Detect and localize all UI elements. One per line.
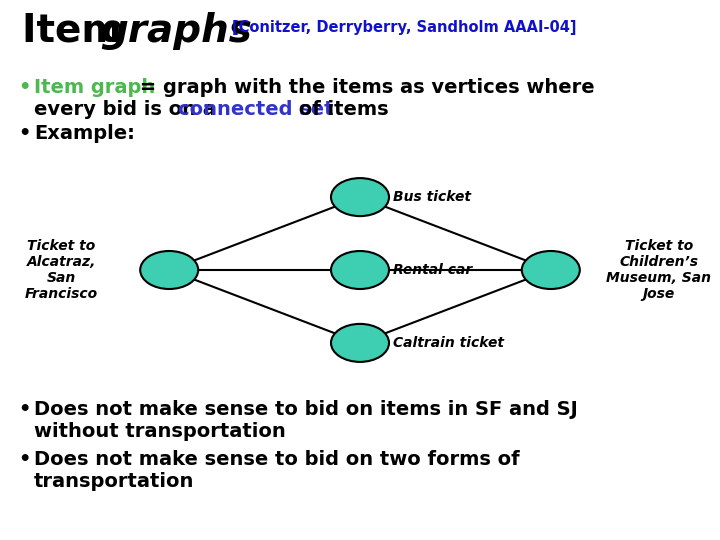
Text: Does not make sense to bid on two forms of: Does not make sense to bid on two forms … bbox=[34, 450, 520, 469]
Text: = graph with the items as vertices where: = graph with the items as vertices where bbox=[133, 78, 595, 97]
Text: graphs: graphs bbox=[100, 12, 252, 50]
Text: Ticket to
Alcatraz,
San
Francisco: Ticket to Alcatraz, San Francisco bbox=[24, 239, 98, 301]
Ellipse shape bbox=[331, 178, 389, 216]
Text: •: • bbox=[18, 400, 30, 419]
Ellipse shape bbox=[140, 251, 198, 289]
Text: transportation: transportation bbox=[34, 472, 194, 491]
Text: Item graph: Item graph bbox=[34, 78, 156, 97]
Text: Does not make sense to bid on items in SF and SJ: Does not make sense to bid on items in S… bbox=[34, 400, 577, 419]
Text: Rental car: Rental car bbox=[393, 263, 472, 277]
Text: •: • bbox=[18, 124, 30, 143]
Ellipse shape bbox=[331, 251, 389, 289]
Ellipse shape bbox=[331, 324, 389, 362]
Text: Item: Item bbox=[22, 12, 135, 50]
Text: Example:: Example: bbox=[34, 124, 135, 143]
Text: Bus ticket: Bus ticket bbox=[393, 190, 471, 204]
Text: •: • bbox=[18, 78, 30, 97]
Text: of items: of items bbox=[292, 100, 389, 119]
Ellipse shape bbox=[522, 251, 580, 289]
Text: [Conitzer, Derryberry, Sandholm AAAI-04]: [Conitzer, Derryberry, Sandholm AAAI-04] bbox=[232, 20, 577, 35]
Text: •: • bbox=[18, 450, 30, 469]
Text: without transportation: without transportation bbox=[34, 422, 286, 441]
Text: Ticket to
Children’s
Museum, San
Jose: Ticket to Children’s Museum, San Jose bbox=[606, 239, 711, 301]
Text: Caltrain ticket: Caltrain ticket bbox=[393, 336, 504, 350]
Text: connected set: connected set bbox=[178, 100, 333, 119]
Text: every bid is on a: every bid is on a bbox=[34, 100, 222, 119]
